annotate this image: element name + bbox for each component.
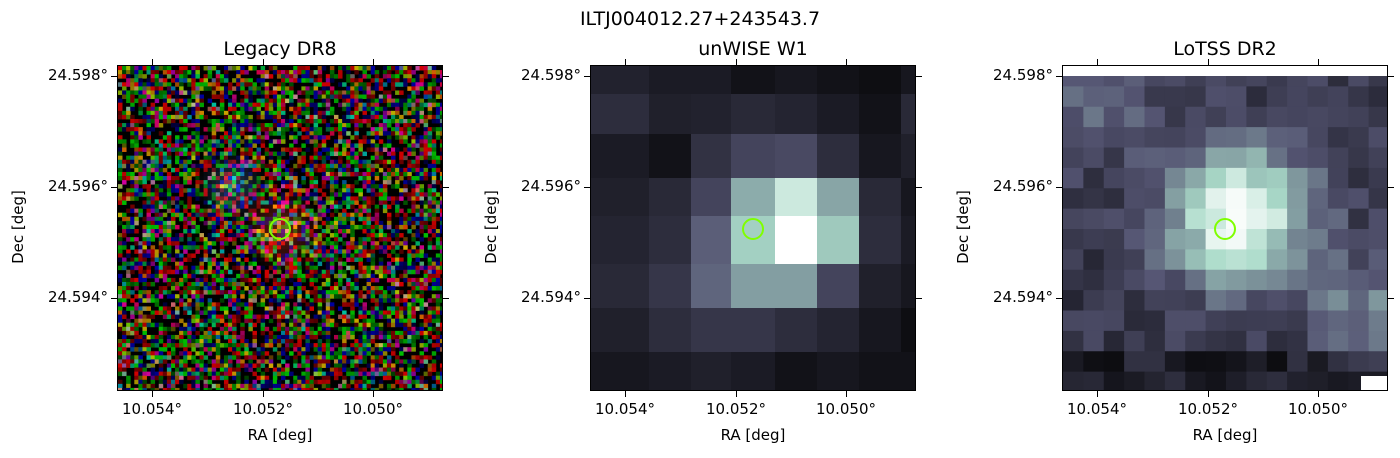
ytick-mark — [584, 298, 590, 299]
ytick-label: 24.594° — [48, 288, 108, 306]
image-unwise-w1 — [590, 65, 916, 391]
xtick-mark — [1318, 391, 1319, 397]
ytick-label: 24.594° — [521, 288, 581, 306]
lotss-image-canvas — [1063, 66, 1387, 390]
panel-title-lotss: LoTSS DR2 — [1173, 38, 1277, 60]
source-marker-circle — [742, 218, 764, 240]
xtick-label: 10.054° — [1067, 400, 1127, 418]
ytick-mark — [443, 298, 449, 299]
xtick-label: 10.050° — [343, 400, 403, 418]
x-axis-label: RA [deg] — [1192, 426, 1258, 444]
ytick-mark — [1388, 298, 1394, 299]
ytick-mark — [1388, 187, 1394, 188]
xtick-mark — [1208, 59, 1209, 65]
xtick-mark — [736, 59, 737, 65]
ytick-mark — [1056, 298, 1062, 299]
xtick-mark — [1208, 391, 1209, 397]
xtick-label: 10.052° — [706, 400, 766, 418]
ytick-mark — [916, 298, 922, 299]
ytick-mark — [443, 76, 449, 77]
xtick-label: 10.050° — [1288, 400, 1348, 418]
xtick-mark — [625, 391, 626, 397]
x-axis-label: RA [deg] — [720, 426, 786, 444]
image-lotss-dr2 — [1062, 65, 1388, 391]
xtick-label: 10.052° — [233, 400, 293, 418]
xtick-mark — [263, 391, 264, 397]
ytick-label: 24.596° — [48, 177, 108, 195]
ytick-label: 24.596° — [993, 177, 1053, 195]
ytick-mark — [1388, 76, 1394, 77]
xtick-label: 10.052° — [1178, 400, 1238, 418]
image-legacy-dr8 — [117, 65, 443, 391]
ytick-mark — [111, 76, 117, 77]
xtick-mark — [1097, 59, 1098, 65]
panel-title-unwise: unWISE W1 — [698, 38, 808, 60]
xtick-mark — [1097, 391, 1098, 397]
ytick-label: 24.598° — [993, 66, 1053, 84]
xtick-mark — [846, 391, 847, 397]
unwise-image-canvas — [591, 66, 915, 390]
ytick-label: 24.598° — [521, 66, 581, 84]
xtick-mark — [373, 59, 374, 65]
xtick-label: 10.054° — [595, 400, 655, 418]
xtick-mark — [846, 59, 847, 65]
xtick-mark — [373, 391, 374, 397]
xtick-mark — [1318, 59, 1319, 65]
ytick-mark — [916, 76, 922, 77]
ytick-mark — [584, 76, 590, 77]
ytick-mark — [1056, 187, 1062, 188]
xtick-mark — [625, 59, 626, 65]
ytick-mark — [1056, 76, 1062, 77]
xtick-label: 10.054° — [122, 400, 182, 418]
figure-title: ILTJ004012.27+243543.7 — [579, 8, 821, 30]
y-axis-label: Dec [deg] — [482, 190, 500, 264]
y-axis-label: Dec [deg] — [9, 190, 27, 264]
xtick-label: 10.050° — [816, 400, 876, 418]
xtick-mark — [736, 391, 737, 397]
ytick-label: 24.598° — [48, 66, 108, 84]
ytick-mark — [111, 298, 117, 299]
ytick-label: 24.594° — [993, 288, 1053, 306]
xtick-mark — [263, 59, 264, 65]
panel-title-legacy: Legacy DR8 — [223, 38, 337, 60]
ytick-mark — [111, 187, 117, 188]
source-marker-circle — [1214, 218, 1236, 240]
legacy-image-canvas — [118, 66, 442, 390]
y-axis-label: Dec [deg] — [954, 190, 972, 264]
xtick-mark — [152, 391, 153, 397]
ytick-mark — [916, 187, 922, 188]
x-axis-label: RA [deg] — [247, 426, 313, 444]
xtick-mark — [152, 59, 153, 65]
ytick-label: 24.596° — [521, 177, 581, 195]
ytick-mark — [584, 187, 590, 188]
ytick-mark — [443, 187, 449, 188]
source-marker-circle — [269, 218, 291, 240]
